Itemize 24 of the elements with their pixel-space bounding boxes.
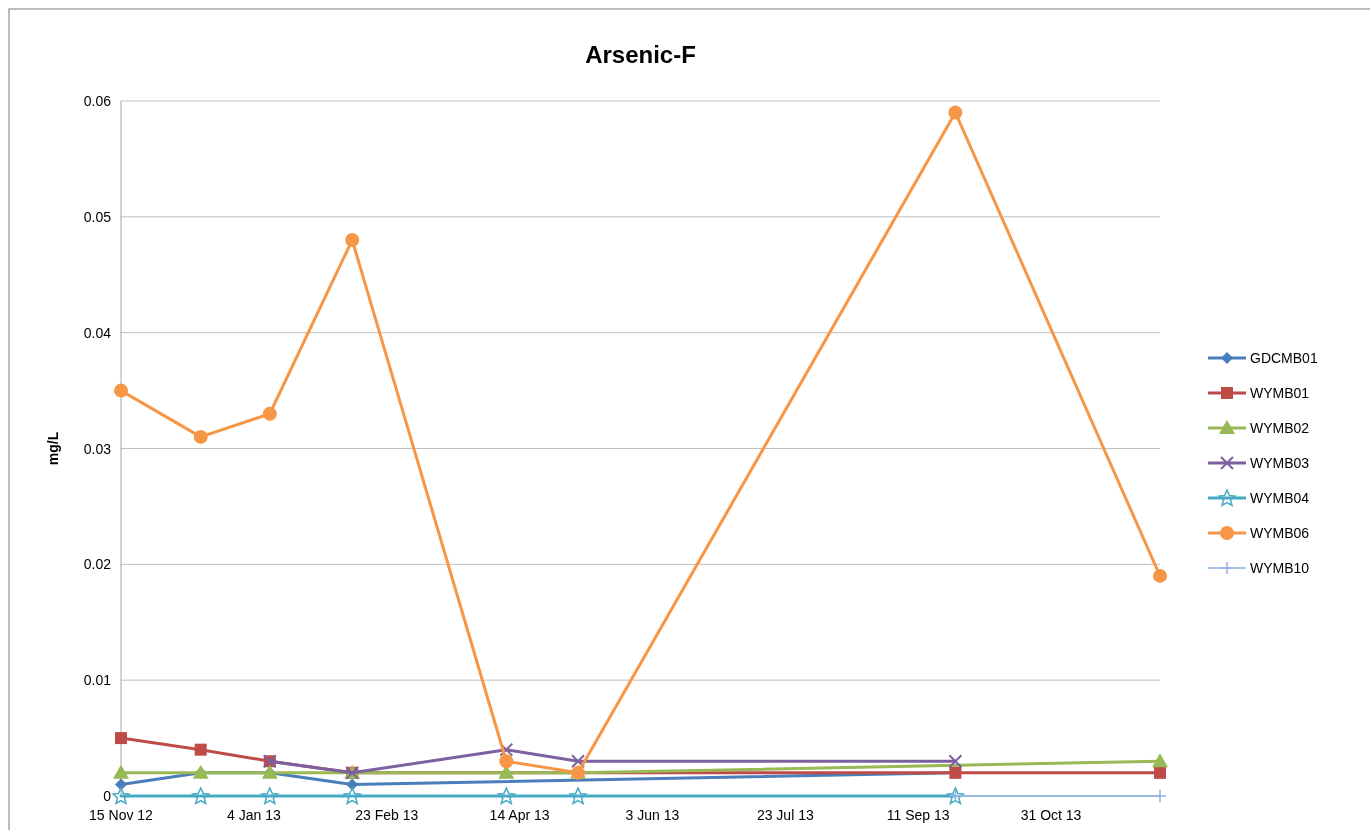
x-tick-label: 23 Feb 13 (355, 807, 419, 823)
legend-label: WYMB10 (1250, 560, 1310, 576)
y-tick-label: 0.01 (83, 672, 112, 689)
x-tick-label: 4 Jan 13 (227, 807, 281, 823)
x-tick-label: 31 Oct 13 (1020, 807, 1082, 823)
x-tick-label: 23 Jul 13 (756, 807, 814, 823)
legend-label: WYMB03 (1250, 455, 1310, 471)
x-tick-label: 15 Nov 12 (89, 807, 154, 823)
x-tick-label: 3 Jun 13 (625, 807, 680, 823)
y-tick-label: 0.06 (83, 93, 112, 109)
x-tick-label: 14 Apr 13 (489, 807, 550, 823)
y-tick-label: 0.04 (83, 324, 112, 341)
chart-title: Arsenic-F (585, 41, 696, 68)
y-tick-label: 0.02 (83, 556, 112, 573)
legend-label: WYMB04 (1250, 490, 1310, 506)
legend-label: WYMB02 (1250, 420, 1310, 436)
legend-label: GDCMB01 (1250, 350, 1318, 366)
legend-label: WYMB01 (1250, 385, 1310, 401)
y-tick-label: 0.03 (83, 440, 112, 457)
x-tick-label: 11 Sep 13 (886, 807, 950, 823)
y-tick-label: 0 (103, 788, 112, 804)
legend-label: WYMB06 (1250, 525, 1310, 541)
y-tick-label: 0.05 (83, 208, 112, 225)
y-axis-title: mg/L (45, 431, 61, 466)
